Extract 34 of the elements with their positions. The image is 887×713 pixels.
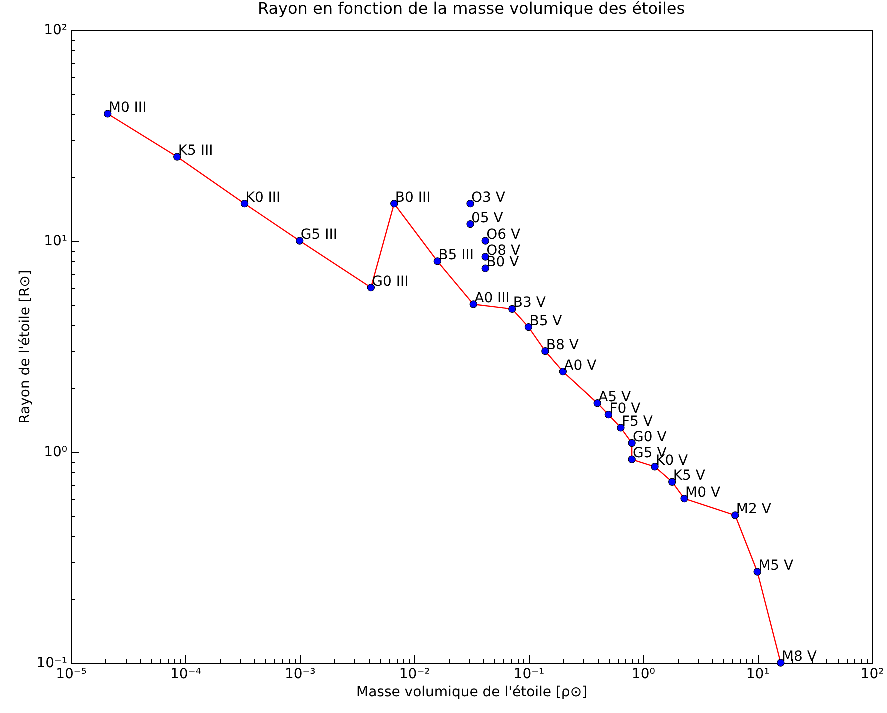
x-tick-label: 10⁻² <box>399 666 430 682</box>
x-tick-label: 10¹ <box>746 666 770 682</box>
annotation: G5 III <box>300 227 338 243</box>
annotation: O6 V <box>486 227 521 243</box>
annotation: B5 III <box>438 247 474 264</box>
x-axis-title: Masse volumique de l'étoile [ρ⊙] <box>356 684 588 700</box>
annotation: O3 V <box>472 190 506 206</box>
annotation: B5 V <box>530 313 563 330</box>
annotation: M0 III <box>108 100 147 116</box>
x-tick-label: 10² <box>860 666 884 682</box>
x-tick-label: 10⁻⁴ <box>170 666 202 682</box>
y-tick-label: 10¹ <box>44 234 68 250</box>
annotation: B3 V <box>513 295 546 312</box>
annotation: G0 III <box>372 274 409 290</box>
y-tick-label: 10⁰ <box>44 444 68 460</box>
chart-title: Rayon en fonction de la masse volumique des étoiles <box>258 0 686 18</box>
annotation: A0 V <box>564 358 598 374</box>
x-tick-label: 10⁻³ <box>284 666 316 682</box>
annotation: A0 III <box>474 290 510 307</box>
annotation: K0 III <box>246 190 281 206</box>
annotation: G0 V <box>633 429 668 446</box>
x-tick-label: 10⁻¹ <box>514 666 545 682</box>
annotation: K5 V <box>673 468 706 484</box>
annotation: M0 V <box>686 484 721 501</box>
annotation: B8 V <box>546 337 580 354</box>
y-axis-title: Rayon de l'étoile [R⊙] <box>18 270 34 424</box>
annotation: K5 III <box>178 143 214 160</box>
annotation: M2 V <box>736 502 772 518</box>
y-tick-label: 10² <box>44 22 68 38</box>
annotation: M5 V <box>758 558 794 574</box>
x-tick-label: 10⁰ <box>632 666 656 682</box>
annotation: B0 III <box>395 190 431 206</box>
annotation: 05 V <box>472 210 504 226</box>
annotation: F5 V <box>622 414 654 430</box>
